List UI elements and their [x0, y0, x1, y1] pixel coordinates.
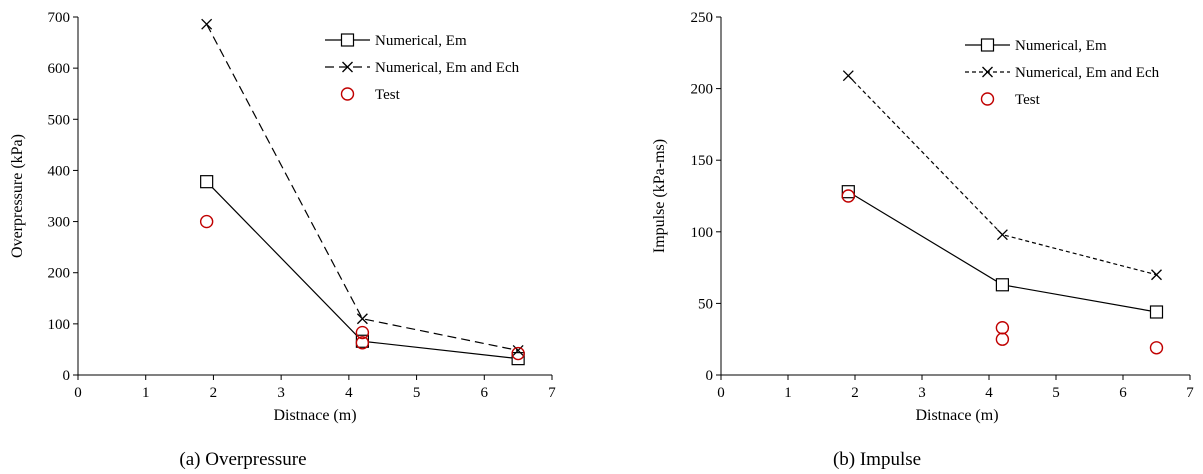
square-marker — [841, 185, 855, 199]
x-marker-stroke — [342, 61, 353, 73]
x-tick-label: 6 — [1119, 385, 1127, 401]
x-marker-stroke — [982, 66, 993, 78]
legend-label: Numerical, Em and Ech — [1015, 65, 1160, 81]
y-tick-label: 100 — [48, 317, 71, 333]
circle-marker — [980, 92, 995, 106]
y-tick-label: 150 — [691, 153, 714, 169]
circle-marker — [355, 336, 370, 350]
series-line — [206, 23, 519, 352]
x-tick-label: 4 — [345, 385, 353, 401]
y-tick-label: 400 — [48, 163, 71, 179]
circle-marker — [841, 189, 855, 203]
circle-marker — [995, 332, 1010, 346]
legend-label: Numerical, Em — [375, 33, 467, 49]
circle-marker — [355, 325, 370, 340]
circle-marker — [199, 214, 214, 229]
x-marker-stroke — [996, 229, 1008, 241]
x-marker — [201, 18, 213, 30]
y-axis-label: Overpressure (kPa) — [9, 134, 26, 258]
square-marker — [1149, 305, 1164, 319]
chart-caption: (b) Impulse — [833, 449, 921, 470]
legend-label: Test — [1015, 92, 1041, 108]
square-marker — [995, 278, 1010, 292]
x-axis-label: Distnace (m) — [915, 407, 998, 424]
x-marker-stroke — [1151, 269, 1162, 281]
y-tick-label: 100 — [691, 225, 714, 241]
y-tick-label: 600 — [48, 61, 71, 77]
y-tick-label: 50 — [698, 296, 713, 312]
x-tick-label: 2 — [851, 385, 859, 401]
x-tick-label: 6 — [481, 385, 489, 401]
x-tick-label: 1 — [142, 385, 150, 401]
x-tick-label: 3 — [277, 385, 285, 401]
x-marker — [342, 61, 353, 73]
y-tick-label: 0 — [63, 368, 71, 384]
x-tick-label: 7 — [548, 385, 556, 401]
x-marker-stroke — [842, 70, 854, 82]
square-marker — [200, 175, 214, 189]
y-tick-label: 250 — [691, 10, 714, 26]
x-axis-label: Distnace (m) — [273, 407, 356, 424]
y-tick-label: 500 — [48, 112, 71, 128]
y-tick-label: 300 — [48, 215, 71, 231]
chart-caption: (a) Overpressure — [179, 449, 306, 470]
x-tick-label: 1 — [784, 385, 792, 401]
x-marker-stroke — [201, 18, 213, 30]
y-tick-label: 200 — [691, 82, 714, 98]
y-tick-label: 0 — [706, 368, 714, 384]
x-tick-label: 5 — [413, 385, 421, 401]
square-marker — [340, 33, 355, 47]
legend-label: Numerical, Em and Ech — [375, 60, 520, 76]
series-line — [206, 181, 519, 360]
circle-marker — [1149, 341, 1164, 355]
x-marker — [996, 229, 1008, 241]
x-tick-label: 5 — [1052, 385, 1060, 401]
x-tick-label: 7 — [1186, 385, 1194, 401]
x-marker — [1151, 269, 1162, 281]
x-marker — [982, 66, 993, 78]
legend-label: Numerical, Em — [1015, 38, 1107, 54]
circle-marker — [995, 321, 1010, 335]
square-marker — [980, 38, 995, 52]
x-tick-label: 2 — [210, 385, 218, 401]
y-tick-label: 200 — [48, 266, 71, 282]
x-marker — [356, 313, 368, 325]
x-tick-label: 4 — [985, 385, 993, 401]
series-line — [847, 75, 1157, 276]
y-tick-label: 700 — [48, 10, 71, 26]
x-marker-stroke — [356, 313, 368, 325]
chart-impulse: 0 1 2 3 4 5 6 7 0 50 100 150 200 250 Distnace (m) Impul… — [651, 10, 1194, 470]
chart-overpressure: 0 1 2 3 4 5 6 7 0 100 200 300 400 500 600 700 Distnace (… — [9, 10, 556, 470]
legend-label: Test — [375, 87, 401, 103]
x-marker-stroke — [512, 344, 524, 356]
series-line — [847, 191, 1157, 313]
x-tick-label: 3 — [918, 385, 926, 401]
x-marker — [842, 70, 854, 82]
x-tick-label: 0 — [717, 385, 725, 401]
y-axis-label: Impulse (kPa-ms) — [651, 139, 668, 253]
circle-marker — [511, 346, 525, 361]
x-tick-label: 0 — [74, 385, 82, 401]
circle-marker — [340, 87, 355, 101]
x-marker — [512, 344, 524, 356]
square-marker — [511, 352, 525, 366]
